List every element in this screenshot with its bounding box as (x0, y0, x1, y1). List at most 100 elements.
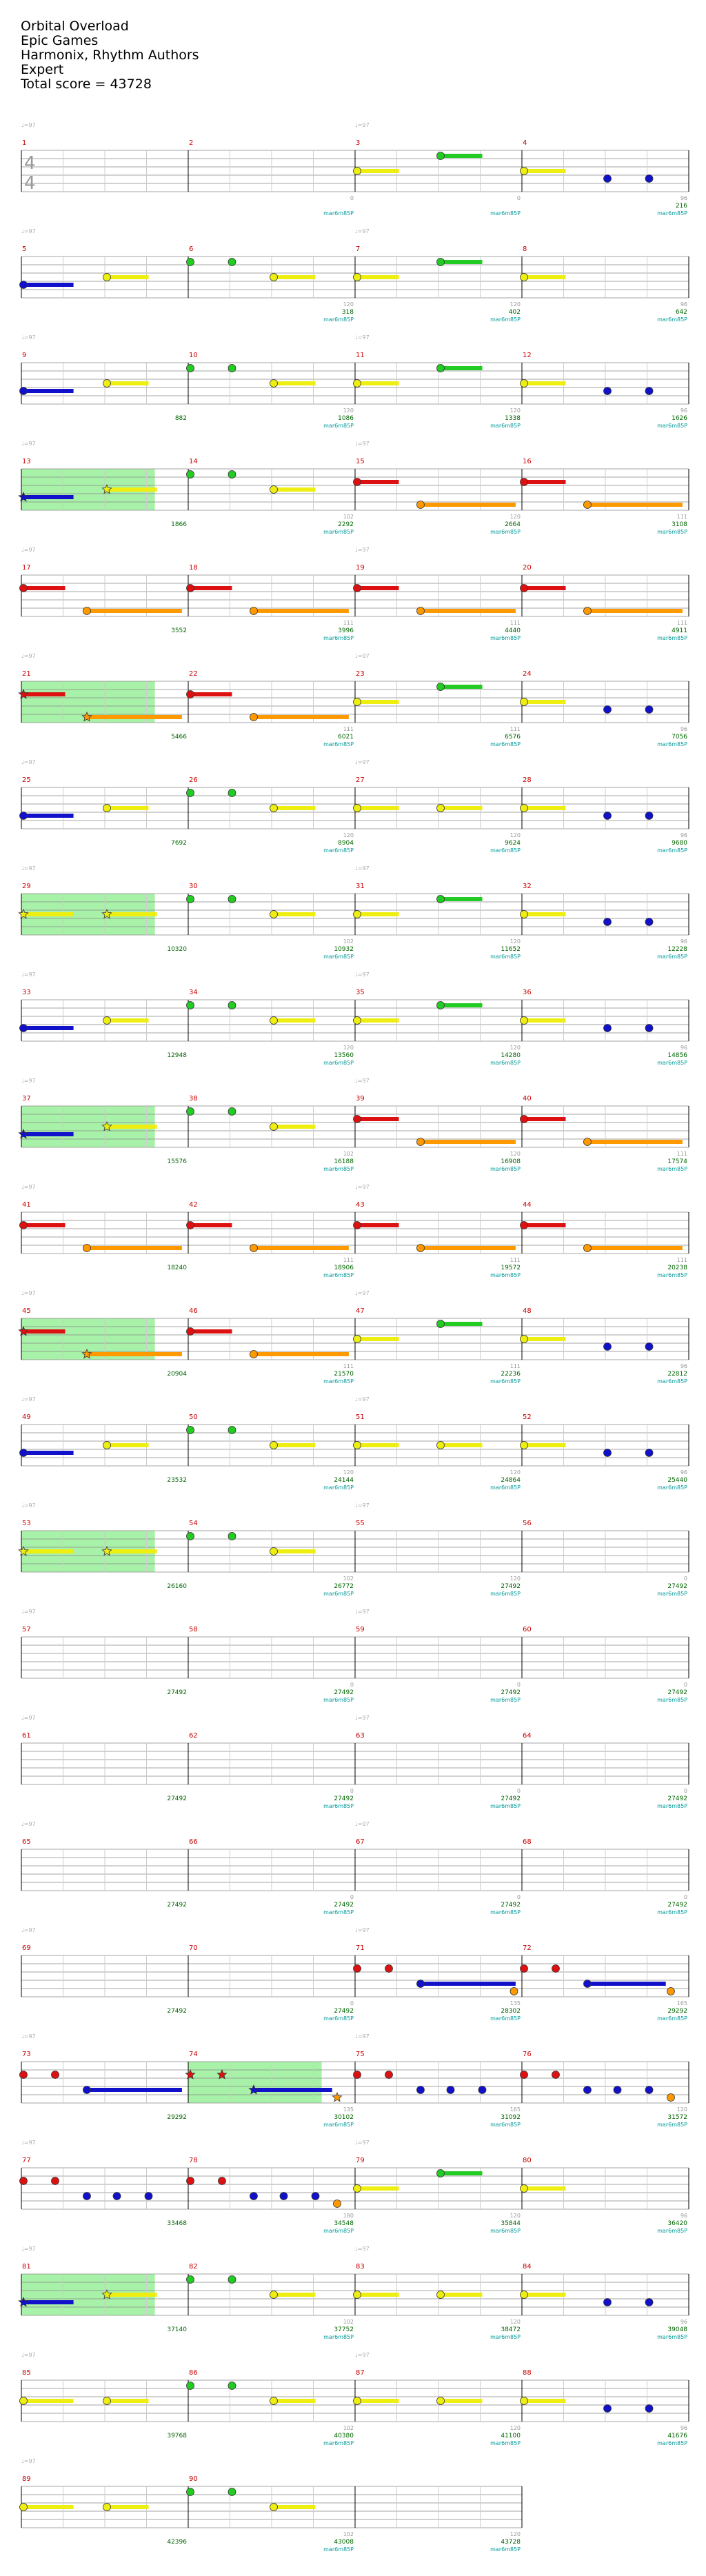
sustain-red (524, 586, 566, 590)
note-red (385, 1964, 393, 1973)
note-blue (279, 2192, 288, 2200)
note-yellow (270, 1441, 278, 1449)
measure-score: 31092 (501, 2114, 521, 2121)
star-note-orange (81, 711, 92, 722)
multiplier-label: mar6m85P (657, 2334, 687, 2340)
multiplier-label: mar6m85P (490, 210, 521, 217)
measure-score: 27492 (167, 1689, 187, 1696)
measure-score: 2664 (505, 521, 521, 528)
measure-score: 15576 (167, 1158, 187, 1165)
measure-score: 27492 (667, 1902, 687, 1909)
measure-score: 42396 (167, 2539, 187, 2546)
sustain-yellow (274, 2293, 316, 2297)
note-blue (645, 2086, 654, 2094)
measure-number: 31 (356, 883, 365, 890)
measure-number: 76 (523, 2051, 532, 2058)
note-blue (250, 2192, 258, 2200)
measure-score: 7056 (672, 734, 687, 741)
measure-score: 38472 (501, 2326, 521, 2333)
sustain-yellow (274, 1125, 316, 1129)
sustain-orange (253, 715, 349, 719)
sustain-green (441, 685, 483, 689)
measure-number: 29 (22, 883, 31, 890)
sustain-yellow (357, 1443, 399, 1447)
measure-score: 5466 (171, 734, 187, 741)
measure-score: 43728 (501, 2539, 521, 2546)
tempo-marker: ♩=97 (21, 653, 36, 659)
note-green (228, 2275, 236, 2284)
note-blue (112, 2192, 121, 2200)
tempo-marker: ♩=97 (355, 1184, 370, 1190)
note-green (228, 1107, 236, 1116)
measure-number: 38 (189, 1095, 198, 1103)
multiplier-label: mar6m85P (323, 423, 354, 429)
tempo-marker: ♩=97 (21, 441, 36, 447)
multiplier-label: mar6m85P (490, 2440, 521, 2446)
sustain-yellow (524, 1443, 566, 1447)
measure-score: 27492 (167, 2008, 187, 2015)
multiplier-label: mar6m85P (657, 1697, 687, 1703)
measure-score: 18906 (334, 1265, 354, 1271)
note-blue (603, 1449, 612, 1457)
note-blue (645, 705, 654, 714)
multiplier-label: mar6m85P (490, 1485, 521, 1491)
total-score: Total score = 43728 (21, 77, 152, 92)
beat-count: 120 (343, 407, 354, 414)
note-yellow (270, 379, 278, 388)
measure-score: 27492 (334, 1902, 354, 1909)
beat-count: 0 (517, 1894, 521, 1900)
song-artist: Epic Games (21, 33, 99, 48)
beat-count: 96 (680, 1045, 687, 1051)
sustain-red (524, 1117, 566, 1121)
note-green (186, 895, 194, 903)
beat-count: 111 (510, 1363, 521, 1369)
note-yellow (520, 910, 528, 918)
note-red (353, 1115, 361, 1123)
multiplier-label: mar6m85P (490, 1060, 521, 1066)
multiplier-label: mar6m85P (490, 529, 521, 535)
measure-score: 27492 (167, 1902, 187, 1909)
beat-count: 111 (343, 726, 354, 732)
tempo-marker: ♩=97 (21, 228, 36, 234)
note-red (520, 478, 528, 486)
sustain-red (190, 1329, 232, 1334)
multiplier-label: mar6m85P (490, 1378, 521, 1385)
multiplier-label: mar6m85P (323, 2546, 354, 2553)
note-orange (416, 1138, 425, 1146)
star-note-yellow (18, 1545, 29, 1556)
beat-count: 0 (350, 1682, 354, 1688)
sustain-yellow (524, 381, 566, 385)
multiplier-label: mar6m85P (323, 1803, 354, 1809)
measure-score: 1866 (171, 521, 187, 528)
sustain-yellow (107, 1018, 149, 1023)
measure-number: 72 (523, 1944, 532, 1952)
measure-number: 77 (22, 2157, 31, 2164)
measure-score: 1086 (338, 415, 354, 422)
measure-number: 41 (22, 1201, 31, 1209)
measure-score: 3108 (672, 521, 687, 528)
beat-count: 0 (684, 1576, 687, 1582)
note-blue (311, 2192, 320, 2200)
sustain-blue (23, 495, 74, 499)
beat-count: 111 (677, 1257, 687, 1263)
note-red (520, 1964, 528, 1973)
note-blue (583, 2086, 592, 2094)
beat-count: 111 (510, 726, 521, 732)
star-note-blue (18, 2296, 29, 2307)
sustain-blue (420, 1982, 516, 1986)
note-orange (510, 1987, 518, 1995)
measure-number: 32 (523, 883, 532, 890)
measure-number: 78 (189, 2157, 198, 2164)
note-blue (603, 387, 612, 395)
sustain-orange (587, 1246, 683, 1250)
note-yellow (270, 1123, 278, 1131)
measure-number: 5 (22, 245, 26, 253)
measure-score: 9680 (672, 840, 687, 847)
beat-count: 135 (510, 2000, 521, 2006)
multiplier-label: mar6m85P (490, 1803, 521, 1809)
sustain-red (357, 480, 399, 484)
measure-number: 50 (189, 1413, 198, 1421)
sustain-yellow (441, 2399, 483, 2403)
sustain-red (23, 692, 65, 696)
measure-score: 216 (676, 203, 687, 210)
